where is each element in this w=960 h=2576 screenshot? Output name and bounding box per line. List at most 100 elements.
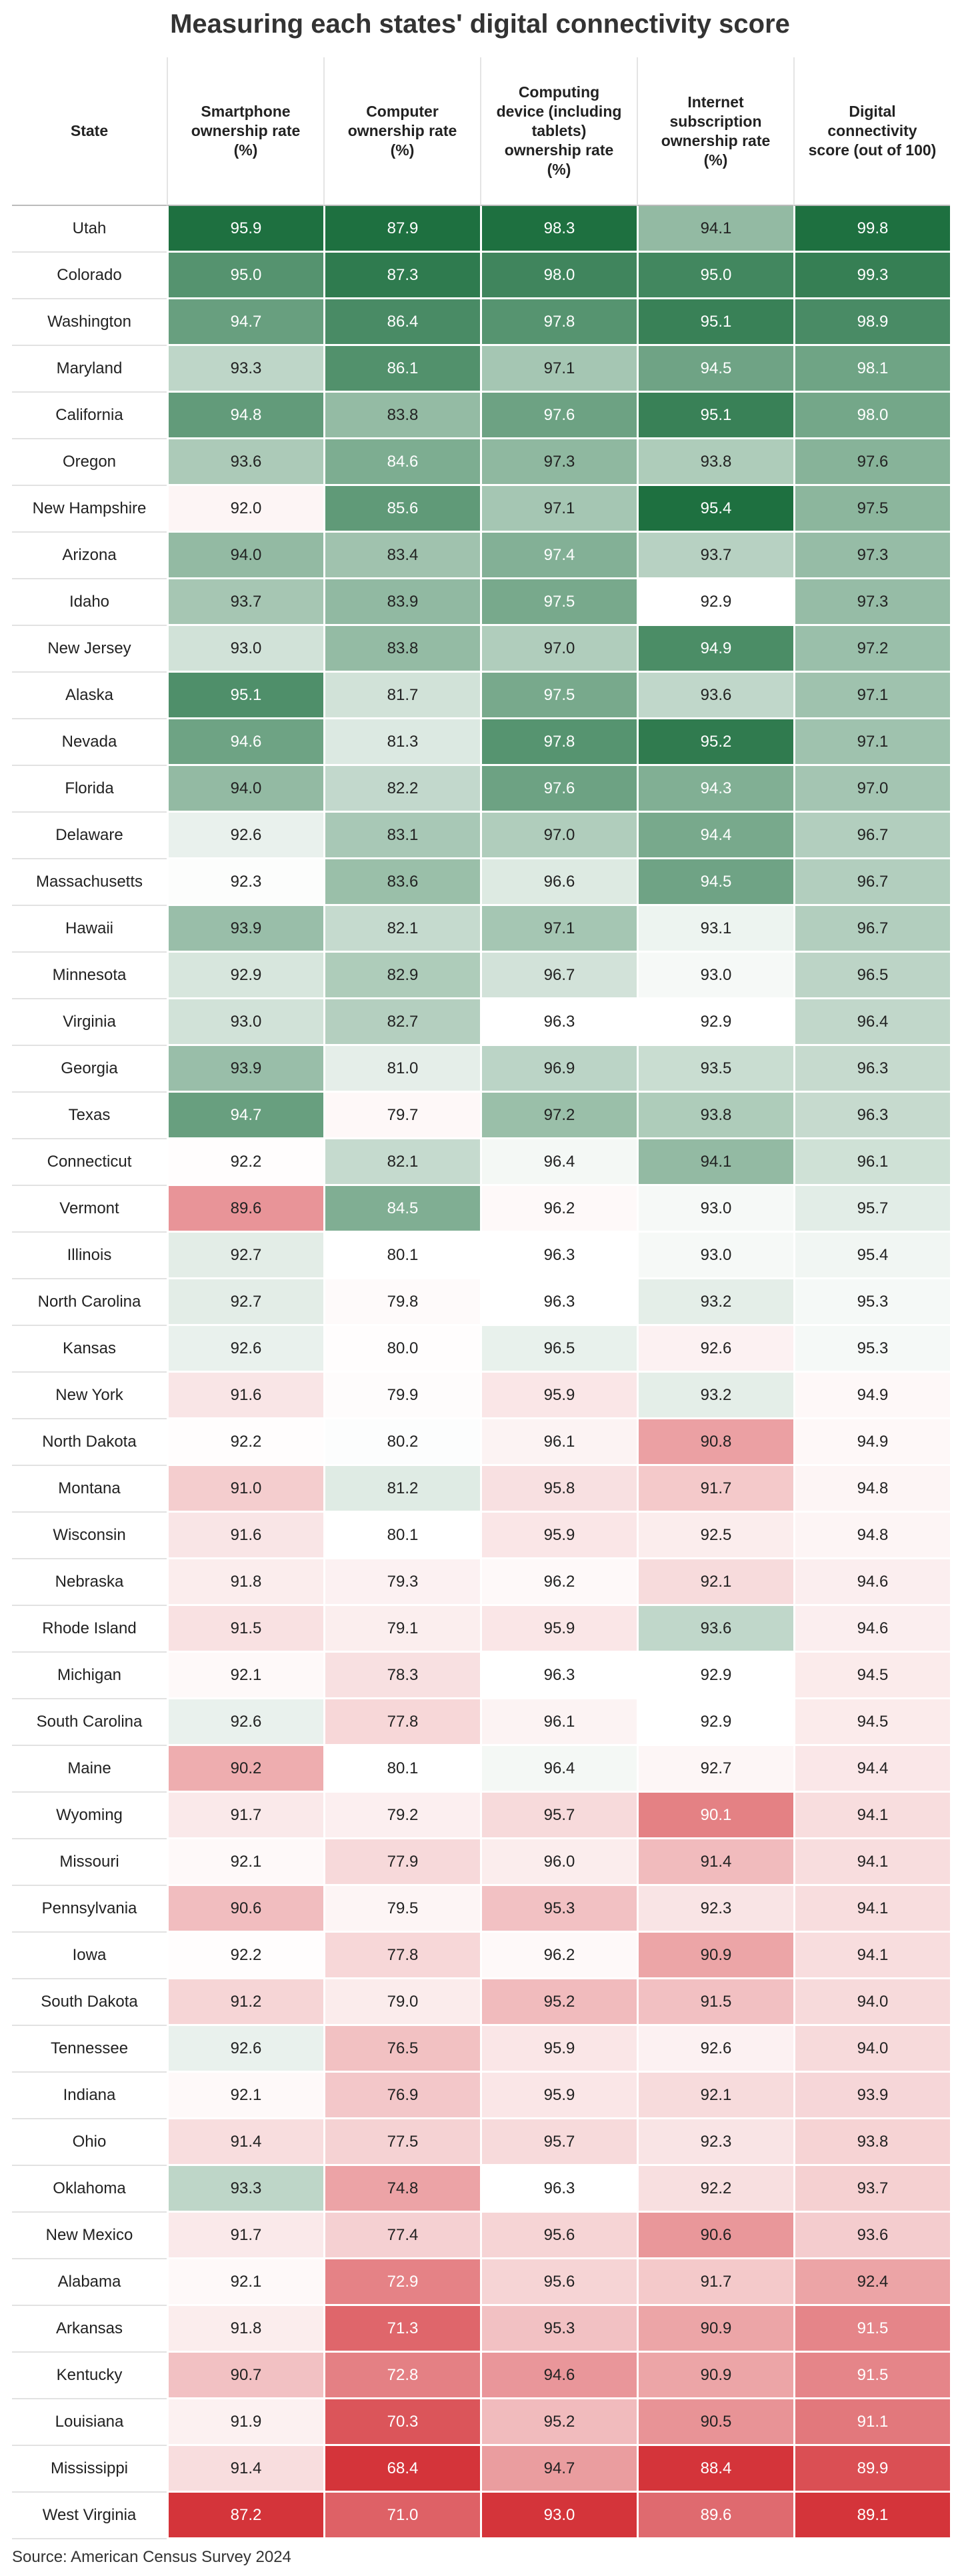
state-name: Massachusetts [12,859,167,906]
state-name: New Jersey [12,626,167,673]
value-cell: 92.6 [167,1326,323,1373]
value-cell: 82.9 [323,953,480,999]
value-cell: 96.7 [793,859,950,906]
value-cell: 94.1 [793,1793,950,1839]
value-cell: 92.2 [637,2166,793,2213]
value-cell: 96.2 [480,1559,637,1606]
column-header: Computer ownership rate (%) [323,57,480,206]
value-cell: 91.6 [167,1373,323,1419]
value-cell: 96.5 [793,953,950,999]
value-cell: 97.3 [793,579,950,626]
value-cell: 94.5 [793,1653,950,1699]
value-cell: 96.3 [480,1233,637,1279]
value-cell: 77.8 [323,1699,480,1746]
state-name: Ohio [12,2119,167,2166]
value-cell: 82.1 [323,1139,480,1186]
value-cell: 79.3 [323,1559,480,1606]
value-cell: 95.8 [480,1466,637,1513]
value-cell: 92.1 [167,2259,323,2306]
value-cell: 77.4 [323,2213,480,2259]
value-cell: 96.5 [480,1326,637,1373]
value-cell: 96.3 [480,2166,637,2213]
state-name: North Dakota [12,1419,167,1466]
value-cell: 91.5 [793,2353,950,2399]
value-cell: 92.3 [637,2119,793,2166]
value-cell: 93.0 [167,626,323,673]
value-cell: 92.3 [637,1886,793,1933]
value-cell: 92.1 [167,2073,323,2119]
value-cell: 97.8 [480,299,637,346]
value-cell: 94.7 [480,2446,637,2493]
value-cell: 68.4 [323,2446,480,2493]
value-cell: 96.1 [793,1139,950,1186]
state-name: Virginia [12,999,167,1046]
value-cell: 95.4 [793,1233,950,1279]
value-cell: 92.1 [167,1653,323,1699]
value-cell: 83.8 [323,393,480,439]
value-cell: 95.2 [637,719,793,766]
title: Measuring each states' digital connectiv… [170,9,790,39]
value-cell: 96.7 [793,906,950,953]
state-name: Arkansas [12,2306,167,2353]
value-cell: 97.8 [480,719,637,766]
value-cell: 79.0 [323,1979,480,2026]
value-cell: 93.9 [167,1046,323,1093]
value-cell: 81.3 [323,719,480,766]
value-cell: 98.1 [793,346,950,393]
value-cell: 90.9 [637,2306,793,2353]
value-cell: 97.0 [793,766,950,813]
value-cell: 94.0 [167,766,323,813]
value-cell: 95.1 [637,299,793,346]
state-name: Alabama [12,2259,167,2306]
value-cell: 98.0 [793,393,950,439]
state-name: Nebraska [12,1559,167,1606]
state-name: Colorado [12,253,167,299]
value-cell: 79.9 [323,1373,480,1419]
column-header: Smartphone ownership rate (%) [167,57,323,206]
value-cell: 94.6 [167,719,323,766]
value-cell: 95.7 [480,1793,637,1839]
value-cell: 91.4 [167,2119,323,2166]
state-name: Utah [12,206,167,253]
value-cell: 72.9 [323,2259,480,2306]
value-cell: 90.9 [637,1933,793,1979]
value-cell: 94.9 [637,626,793,673]
value-cell: 99.8 [793,206,950,253]
state-name: New York [12,1373,167,1419]
value-cell: 95.7 [793,1186,950,1233]
value-cell: 95.7 [480,2119,637,2166]
value-cell: 94.1 [793,1933,950,1979]
value-cell: 90.9 [637,2353,793,2399]
value-cell: 91.2 [167,1979,323,2026]
value-cell: 91.9 [167,2399,323,2446]
value-cell: 93.9 [167,906,323,953]
value-cell: 94.7 [167,299,323,346]
value-cell: 95.1 [167,673,323,719]
value-cell: 93.0 [637,1233,793,1279]
value-cell: 80.1 [323,1233,480,1279]
value-cell: 91.1 [793,2399,950,2446]
value-cell: 97.3 [480,439,637,486]
state-name: New Mexico [12,2213,167,2259]
value-cell: 94.5 [637,859,793,906]
value-cell: 93.8 [793,2119,950,2166]
state-name: Georgia [12,1046,167,1093]
value-cell: 80.2 [323,1419,480,1466]
value-cell: 95.3 [480,2306,637,2353]
state-name: Washington [12,299,167,346]
column-header: Computing device (including tablets) own… [480,57,637,206]
value-cell: 95.3 [793,1326,950,1373]
value-cell: 91.8 [167,2306,323,2353]
value-cell: 90.6 [637,2213,793,2259]
value-cell: 94.9 [793,1419,950,1466]
value-cell: 92.1 [637,2073,793,2119]
value-cell: 91.7 [167,1793,323,1839]
value-cell: 77.5 [323,2119,480,2166]
state-name: Alaska [12,673,167,719]
value-cell: 97.1 [480,346,637,393]
value-cell: 91.7 [637,1466,793,1513]
value-cell: 81.0 [323,1046,480,1093]
source: Source: American Census Survey 2024 [12,2548,291,2566]
value-cell: 84.6 [323,439,480,486]
value-cell: 93.0 [637,1186,793,1233]
